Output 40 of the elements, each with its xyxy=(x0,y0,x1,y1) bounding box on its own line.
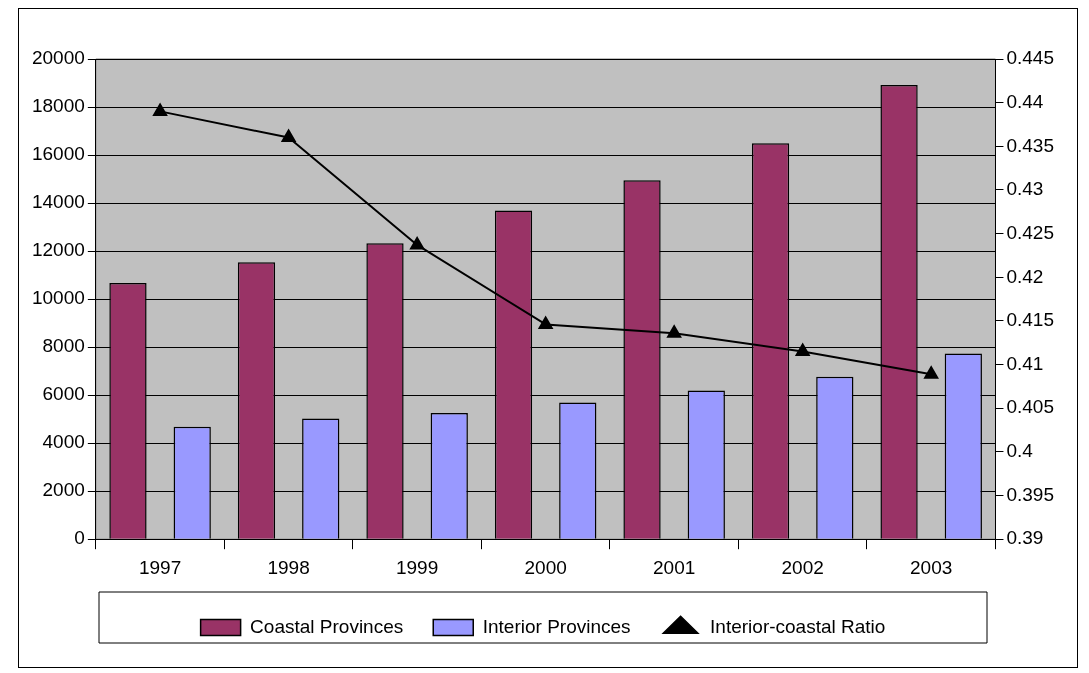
point xyxy=(281,129,296,143)
point xyxy=(153,103,168,116)
point xyxy=(795,343,810,356)
y2-tick-label: 0.39 xyxy=(1006,527,1044,549)
y-tick-label: 10000 xyxy=(31,287,85,309)
x-tick-label: 2001 xyxy=(653,556,696,578)
y2-tick-label: 0.43 xyxy=(1006,178,1044,200)
y-tick-label: 4000 xyxy=(42,431,85,453)
y-tick-label: 12000 xyxy=(31,239,85,261)
legend-label: Coastal Provinces xyxy=(250,615,404,637)
point xyxy=(410,236,425,250)
y2-tick-label: 0.4 xyxy=(1006,440,1034,462)
y2-tick-label: 0.445 xyxy=(1006,47,1054,69)
y2-tick-label: 0.435 xyxy=(1006,134,1054,156)
point xyxy=(667,325,682,338)
point xyxy=(538,316,553,329)
y-tick-label: 18000 xyxy=(31,95,85,117)
x-tick-label: 2002 xyxy=(781,556,824,578)
y-tick-label: 0 xyxy=(74,527,85,549)
y2-tick-label: 0.415 xyxy=(1006,309,1054,331)
x-tick-label: 1998 xyxy=(267,556,310,578)
x-tick-label: 2000 xyxy=(524,556,567,578)
x-tick-label: 1997 xyxy=(138,556,182,578)
legend-label: Interior Provinces xyxy=(482,615,631,637)
y-tick-label: 2000 xyxy=(42,479,85,501)
legend-label: Interior-coastal Ratio xyxy=(710,615,886,637)
point xyxy=(924,366,939,379)
x-tick-label: 2003 xyxy=(910,556,953,578)
x-tick-label: 1999 xyxy=(395,556,439,578)
y2-tick-label: 0.44 xyxy=(1006,90,1044,112)
y-tick-label: 6000 xyxy=(42,383,85,405)
y2-tick-label: 0.42 xyxy=(1006,265,1044,287)
y-tick-label: 8000 xyxy=(42,335,85,357)
y2-tick-label: 0.405 xyxy=(1006,396,1054,418)
y-tick-label: 16000 xyxy=(31,143,85,165)
y-tick-label: 14000 xyxy=(31,191,85,213)
y-tick-label: 20000 xyxy=(31,47,85,69)
y2-tick-label: 0.41 xyxy=(1006,352,1044,374)
y2-tick-label: 0.425 xyxy=(1006,221,1054,243)
y2-tick-label: 0.395 xyxy=(1006,483,1054,505)
